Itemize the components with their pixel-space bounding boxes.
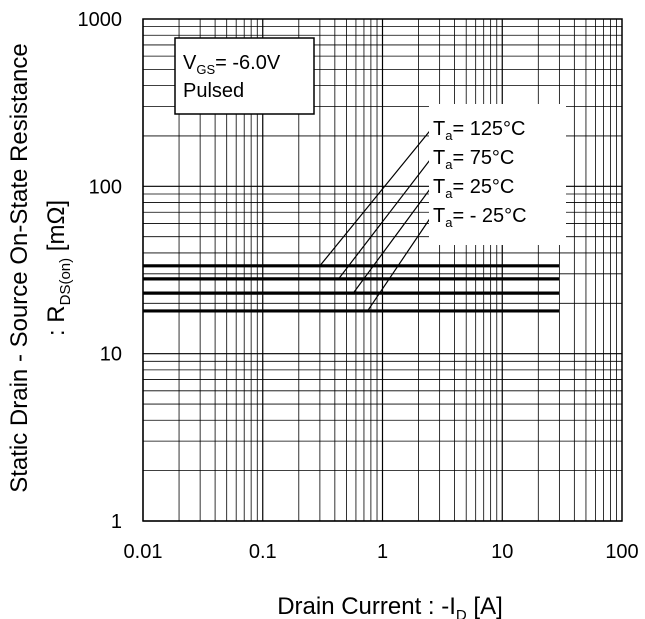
pulse-condition: Pulsed bbox=[183, 80, 244, 102]
legend-background bbox=[429, 104, 566, 245]
y-tick-label: 10 bbox=[100, 344, 122, 366]
x-tick-label: 0.1 bbox=[249, 541, 277, 563]
y-tick-label: 100 bbox=[89, 176, 122, 198]
x-tick-labels: 0.01 0.1 1 10 100 bbox=[124, 541, 639, 563]
legend-leader-line bbox=[319, 126, 434, 267]
y-tick-label: 1 bbox=[111, 511, 122, 533]
y-axis-title-line1: Static Drain - Source On-State Resistanc… bbox=[6, 43, 33, 493]
y-tick-label: 1000 bbox=[78, 9, 123, 31]
legend-entry: Ta= - 25°C bbox=[433, 205, 527, 230]
legend-leader-lines bbox=[319, 126, 434, 312]
conditions-box-frame bbox=[174, 37, 315, 115]
x-tick-label: 0.01 bbox=[124, 541, 163, 563]
y-axis-title-line2: : RDS(on) [mΩ] bbox=[43, 200, 74, 336]
legend: Ta= 125°C Ta= 75°C Ta= 25°C Ta= - 25°C bbox=[429, 104, 566, 245]
y-axis-title: Static Drain - Source On-State Resistanc… bbox=[6, 43, 33, 493]
legend-leader-line bbox=[338, 155, 434, 280]
legend-entry: Ta= 75°C bbox=[433, 147, 514, 172]
x-tick-label: 10 bbox=[491, 541, 513, 563]
x-tick-label: 1 bbox=[377, 541, 388, 563]
x-tick-label: 100 bbox=[605, 541, 638, 563]
legend-entry: Ta= 25°C bbox=[433, 176, 514, 201]
conditions-box: VGS= -6.0V Pulsed bbox=[174, 37, 315, 115]
plot-area bbox=[142, 18, 623, 522]
legend-leader-line bbox=[352, 184, 434, 294]
vgs-condition: VGS= -6.0V bbox=[183, 52, 281, 77]
legend-entry: Ta= 125°C bbox=[433, 118, 526, 143]
y-axis-title-2: : RDS(on) [mΩ] bbox=[43, 200, 74, 336]
series-layer bbox=[143, 264, 560, 313]
x-axis-title: Drain Current : -ID [A] bbox=[277, 593, 503, 619]
legend-leader-line bbox=[367, 213, 434, 312]
y-tick-labels: 1 10 100 1000 bbox=[78, 9, 123, 533]
